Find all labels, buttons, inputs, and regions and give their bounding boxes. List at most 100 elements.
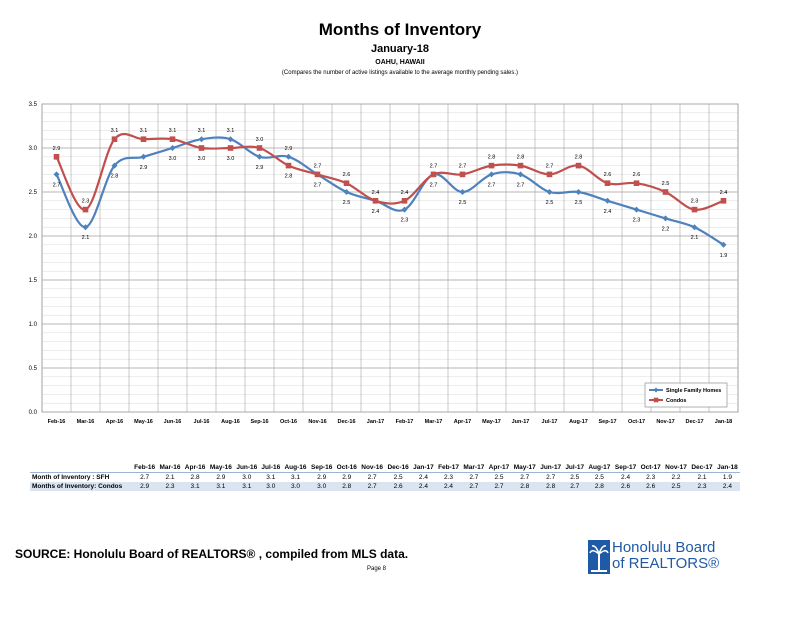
x-tick-label: Jun-17 xyxy=(512,419,530,425)
table-row-label: Months of Inventory: Condos xyxy=(30,482,132,491)
table-corner-cell xyxy=(30,463,132,473)
legend-marker xyxy=(653,387,659,393)
table-cell: 2.5 xyxy=(486,472,512,482)
data-label: 2.9 xyxy=(256,165,264,171)
sfh-point xyxy=(604,197,611,204)
data-label: 2.2 xyxy=(662,226,670,232)
data-label: 2.3 xyxy=(82,199,90,205)
table-cell: 3.0 xyxy=(308,482,335,491)
table-header-cell: Mar-17 xyxy=(461,463,487,473)
condos-point xyxy=(227,145,234,151)
condos-point xyxy=(256,145,263,151)
table-cell: 2.5 xyxy=(563,472,587,482)
table-cell: 2.7 xyxy=(461,482,487,491)
table-header-cell: Jan-17 xyxy=(410,463,436,473)
logo-text-line2: of REALTORS® xyxy=(612,555,720,572)
x-tick-label: May-16 xyxy=(134,419,153,425)
sfh-point xyxy=(256,153,263,160)
x-tick-label: Jan-18 xyxy=(715,419,732,425)
table-cell: 2.4 xyxy=(410,472,436,482)
table-cell: 3.1 xyxy=(259,472,283,482)
table-header-cell: Dec-16 xyxy=(385,463,411,473)
data-label: 2.7 xyxy=(314,163,322,169)
table-header-cell: Aug-16 xyxy=(282,463,309,473)
table-row-label: Month of Inventory : SFH xyxy=(30,472,132,482)
sfh-point xyxy=(575,189,582,195)
data-label: 1.9 xyxy=(720,253,728,259)
x-tick-label: Jul-17 xyxy=(542,419,558,425)
sfh-point xyxy=(633,206,640,213)
table-cell: 2.5 xyxy=(662,482,690,491)
condos-point xyxy=(430,171,437,178)
x-tick-label: Apr-16 xyxy=(106,419,123,425)
data-label: 2.3 xyxy=(401,218,409,224)
condos-point xyxy=(459,171,466,178)
sfh-point xyxy=(285,153,292,160)
legend-label: Single Family Homes xyxy=(666,388,721,394)
data-label: 2.1 xyxy=(691,235,699,241)
table-cell: 2.8 xyxy=(586,482,613,491)
sfh-point xyxy=(53,171,60,178)
table-cell: 2.2 xyxy=(662,472,690,482)
sfh-point xyxy=(662,215,669,222)
sfh-point xyxy=(227,136,234,143)
data-label: 2.7 xyxy=(459,163,467,169)
data-label: 2.7 xyxy=(314,182,322,188)
table-header-cell: Sep-16 xyxy=(308,463,335,473)
table-header-cell: Nov-17 xyxy=(662,463,690,473)
y-tick-label: 2.0 xyxy=(29,234,38,240)
data-label: 3.0 xyxy=(227,156,235,162)
data-label: 3.1 xyxy=(198,128,206,134)
sfh-point xyxy=(546,189,553,195)
data-label: 2.1 xyxy=(82,235,90,241)
x-tick-label: Mar-17 xyxy=(425,419,443,425)
sfh-point xyxy=(140,153,147,160)
condos-point xyxy=(401,198,408,204)
sfh-point xyxy=(459,189,466,195)
chart-title: Months of Inventory xyxy=(318,20,482,39)
table-header-cell: Mar-16 xyxy=(157,463,183,473)
data-label: 2.4 xyxy=(372,190,380,196)
x-tick-label: Jun-16 xyxy=(164,419,182,425)
table-header-cell: Apr-16 xyxy=(182,463,208,473)
table-cell: 2.6 xyxy=(638,482,663,491)
data-label: 2.9 xyxy=(53,146,61,152)
table-cell: 2.7 xyxy=(461,472,487,482)
table-cell: 2.8 xyxy=(182,472,208,482)
sfh-point xyxy=(169,145,176,151)
table-header-cell: Aug-17 xyxy=(586,463,613,473)
sfh-point xyxy=(401,206,408,213)
condos-point xyxy=(82,206,89,213)
table-header-cell: May-16 xyxy=(207,463,235,473)
y-tick-label: 0.5 xyxy=(29,366,38,372)
legend-marker xyxy=(653,397,659,403)
x-tick-label: Feb-16 xyxy=(48,419,66,425)
table-cell: 2.9 xyxy=(334,472,360,482)
data-label: 3.1 xyxy=(169,128,177,134)
table-header-cell: Apr-17 xyxy=(486,463,512,473)
data-label: 2.6 xyxy=(604,172,612,178)
y-tick-label: 0.0 xyxy=(29,410,38,416)
sfh-point xyxy=(488,171,495,178)
condos-point xyxy=(575,162,582,169)
legend-label: Condos xyxy=(666,398,686,404)
x-tick-label: Jan-17 xyxy=(367,419,384,425)
data-label: 3.0 xyxy=(198,156,206,162)
data-label: 2.4 xyxy=(604,209,612,215)
table-cell: 2.4 xyxy=(435,482,462,491)
sfh-point xyxy=(517,171,524,178)
x-tick-label: Sep-17 xyxy=(598,419,616,425)
condos-point xyxy=(169,136,176,142)
condos-point xyxy=(517,162,524,169)
table-cell: 2.7 xyxy=(486,482,512,491)
table-cell: 3.1 xyxy=(234,482,260,491)
sfh-point xyxy=(720,241,727,248)
table-cell: 3.1 xyxy=(282,472,309,482)
table-cell: 2.9 xyxy=(308,472,335,482)
table-cell: 3.0 xyxy=(234,472,260,482)
data-label: 2.4 xyxy=(372,209,380,215)
data-label: 2.8 xyxy=(517,155,525,161)
page-number: Page 8 xyxy=(367,566,387,572)
sfh-point xyxy=(343,189,350,195)
data-label: 2.6 xyxy=(343,172,351,178)
